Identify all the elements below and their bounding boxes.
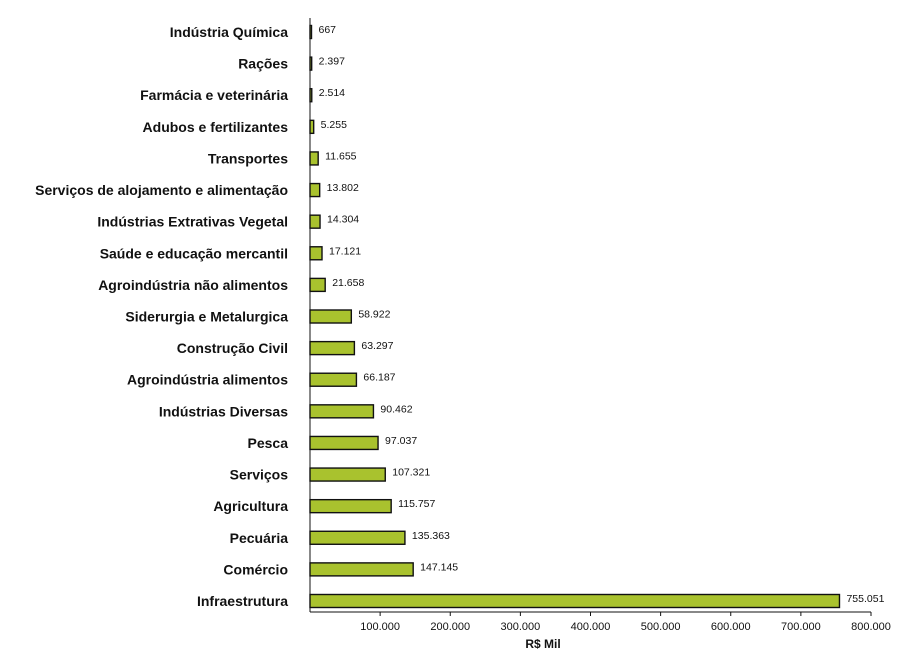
bar xyxy=(309,404,375,419)
category-label: Infraestrutura xyxy=(197,593,288,609)
x-tick-label: 500.000 xyxy=(641,621,681,633)
data-label: 107.321 xyxy=(392,467,430,479)
data-label: 63.297 xyxy=(361,340,393,352)
x-tick-label: 400.000 xyxy=(571,621,611,633)
bar xyxy=(309,372,358,387)
bar xyxy=(309,246,323,261)
bar xyxy=(309,498,392,514)
data-label: 135.363 xyxy=(412,530,450,542)
category-label: Siderurgia e Metalurgica xyxy=(125,309,288,325)
category-label: Farmácia e veterinária xyxy=(140,87,288,103)
category-label: Indústrias Extrativas Vegetal xyxy=(97,214,288,230)
bar xyxy=(309,119,315,135)
category-label: Adubos e fertilizantes xyxy=(143,119,289,135)
bar xyxy=(309,182,321,198)
data-label: 21.658 xyxy=(332,277,364,289)
x-tick-label: 600.000 xyxy=(711,621,751,633)
data-label: 14.304 xyxy=(327,214,359,226)
data-label: 17.121 xyxy=(329,245,361,257)
data-label: 5.255 xyxy=(321,119,347,131)
category-label: Construção Civil xyxy=(177,340,288,356)
bar xyxy=(309,562,414,577)
bar xyxy=(309,214,321,229)
category-label: Rações xyxy=(238,56,288,72)
category-label: Indústria Química xyxy=(170,24,288,40)
data-label: 58.922 xyxy=(358,309,390,321)
category-label: Comércio xyxy=(223,561,288,577)
category-label: Serviços de alojamento e alimentação xyxy=(35,182,288,198)
bar xyxy=(309,435,379,451)
category-label: Saúde e educação mercantil xyxy=(100,245,288,261)
category-label: Serviços xyxy=(230,467,289,483)
category-label: Indústrias Diversas xyxy=(159,403,288,419)
x-axis-title: R$ Mil xyxy=(525,637,560,651)
data-label: 115.757 xyxy=(398,498,435,510)
bar xyxy=(309,151,319,166)
category-label: Pesca xyxy=(248,435,289,451)
data-label: 2.397 xyxy=(319,56,345,68)
bar xyxy=(309,309,353,324)
bar xyxy=(309,467,386,482)
data-label: 2.514 xyxy=(319,87,345,99)
category-label: Pecuária xyxy=(230,530,289,546)
data-label: 147.145 xyxy=(420,561,458,573)
data-label: 13.802 xyxy=(327,182,359,194)
x-tick-label: 100.000 xyxy=(360,621,400,633)
bar xyxy=(309,340,356,356)
bar xyxy=(309,593,841,609)
data-label: 667 xyxy=(319,24,337,36)
category-label: Transportes xyxy=(208,150,288,166)
bar xyxy=(309,277,326,293)
x-tick-label: 800.000 xyxy=(851,621,891,633)
data-label: 755.051 xyxy=(846,593,884,605)
x-tick-label: 200.000 xyxy=(430,621,470,633)
category-label: Agroindústria não alimentos xyxy=(98,277,288,293)
data-label: 90.462 xyxy=(380,403,412,415)
bars-layer: Indústria Química 667 Rações 2.397 Farmácia … xyxy=(35,24,884,609)
x-tick-label: 300.000 xyxy=(500,621,540,633)
category-label: Agricultura xyxy=(213,498,288,514)
data-label: 97.037 xyxy=(385,435,417,447)
data-label: 66.187 xyxy=(363,372,395,384)
x-ticks-layer: 100.000 200.000 300.000 400.000 500.000 600.0… xyxy=(360,612,891,633)
category-label: Agroindústria alimentos xyxy=(127,372,288,388)
x-tick-label: 700.000 xyxy=(781,621,821,633)
bar xyxy=(309,530,406,545)
data-label: 11.655 xyxy=(325,150,356,162)
